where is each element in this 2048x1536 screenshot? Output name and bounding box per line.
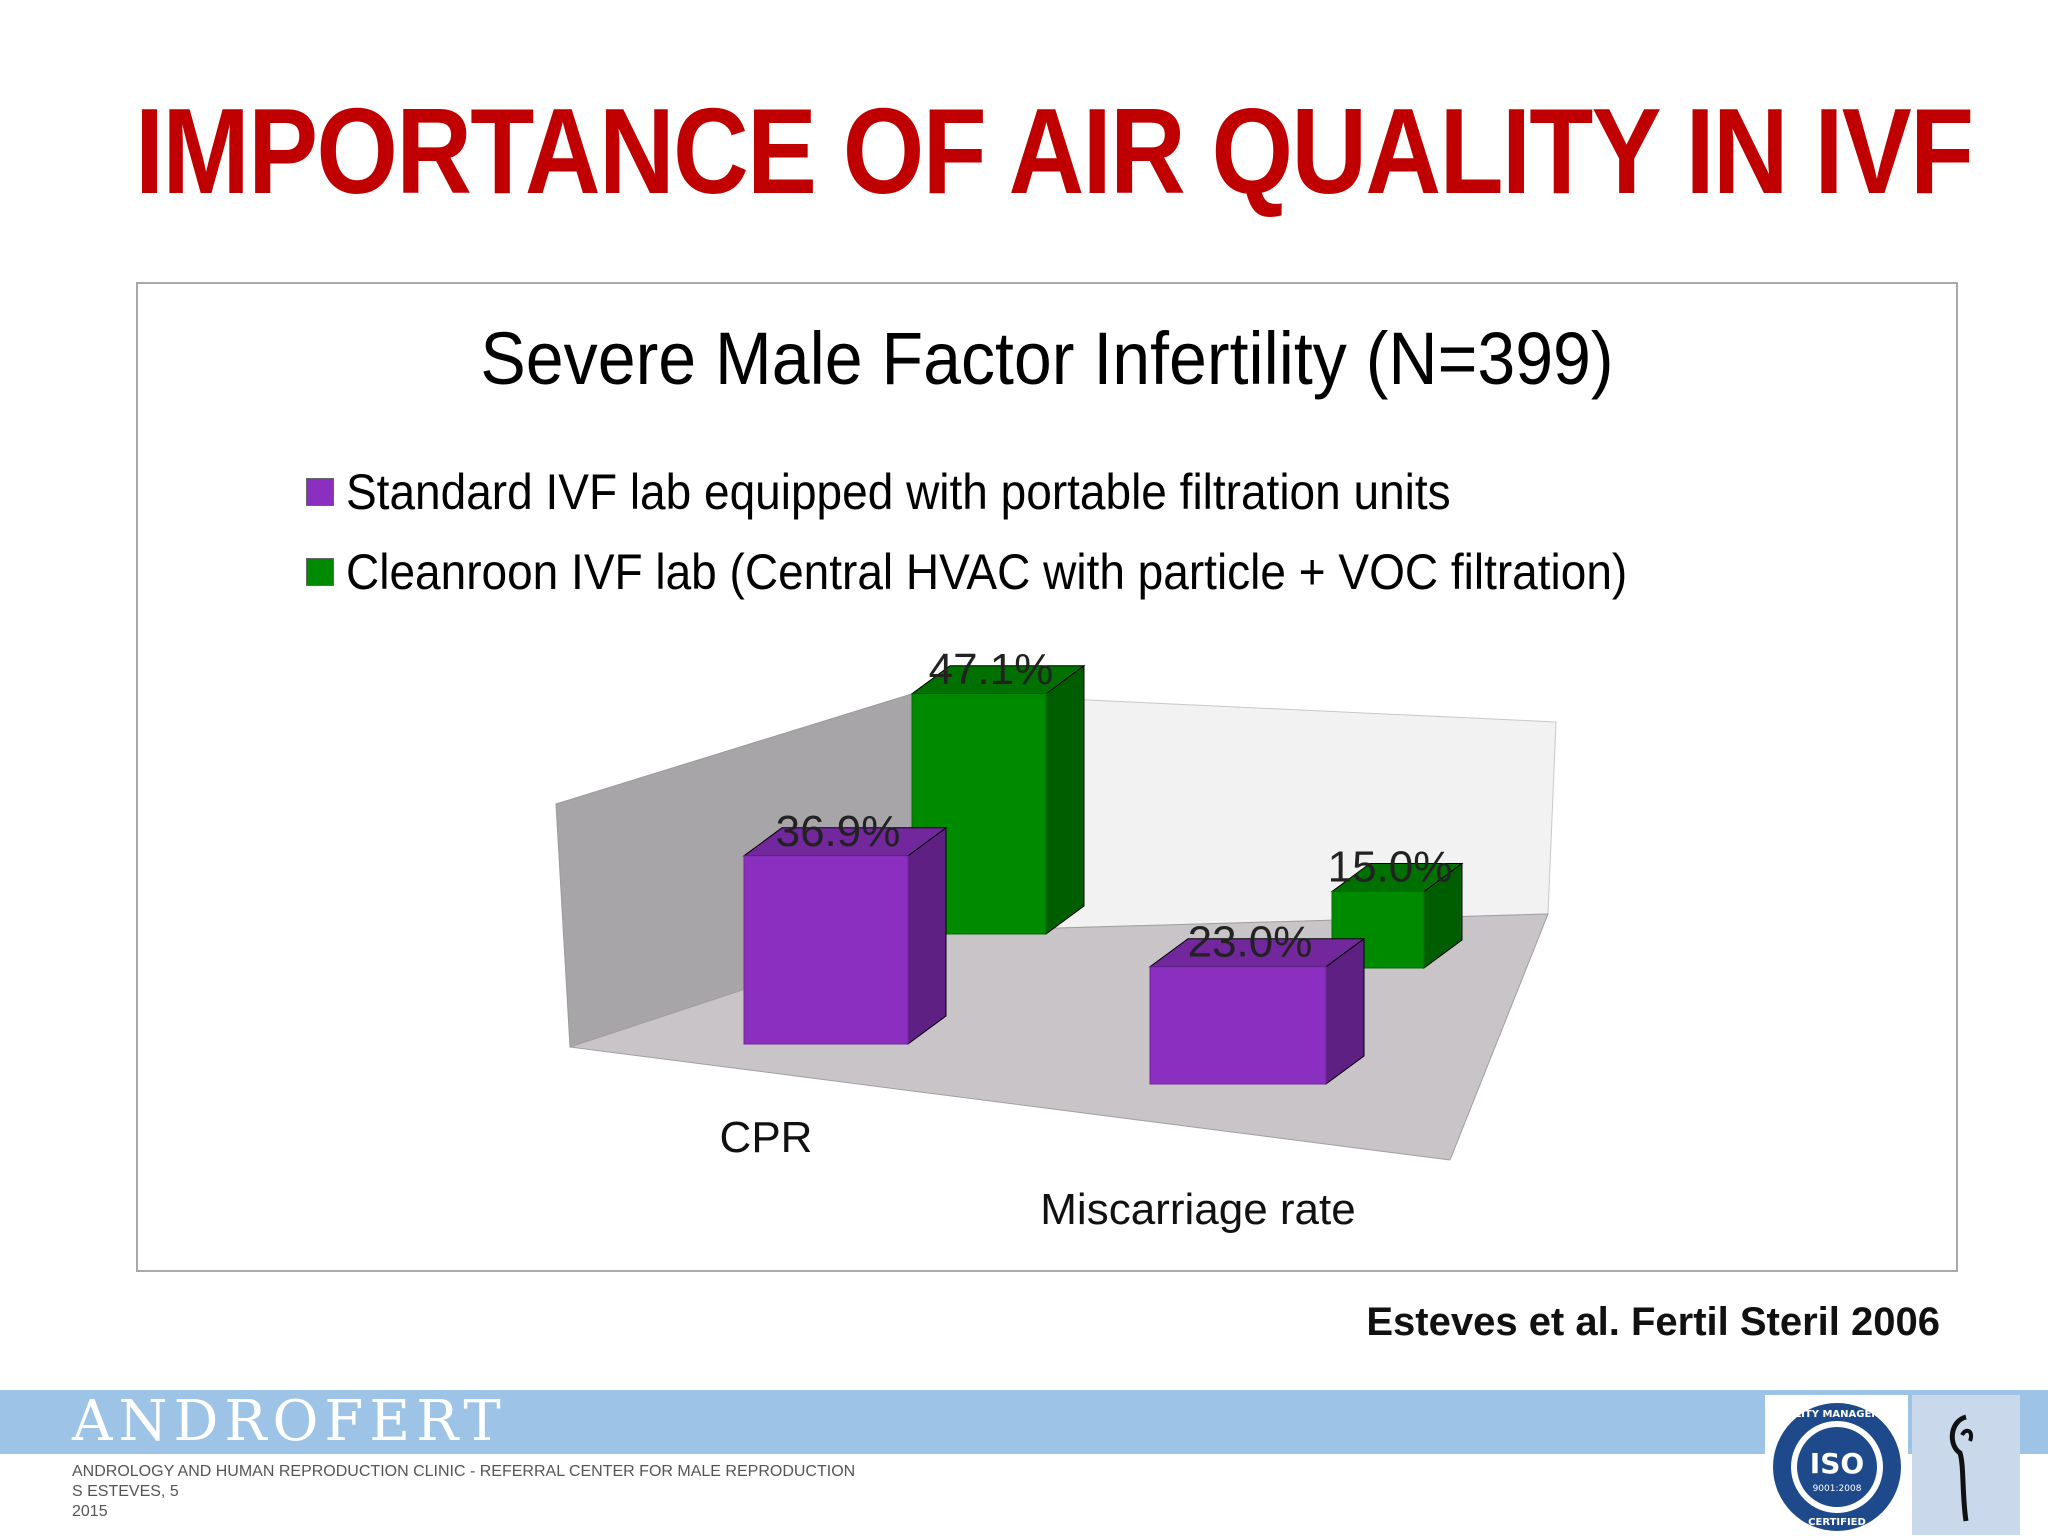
slide-title: IMPORTANCE OF AIR QUALITY IN IVF xyxy=(135,83,1974,219)
iso-certified-logo: ISO 9001:2008 QUALITY MANAGEMENT CERTIFI… xyxy=(1765,1395,1908,1535)
svg-text:9001:2008: 9001:2008 xyxy=(1813,1484,1862,1494)
footer-year-line: 2015 xyxy=(72,1503,108,1520)
legend-swatch-standard xyxy=(306,478,334,506)
brand-logo: ANDROFERT xyxy=(72,1389,507,1454)
category-label-cpr: CPR xyxy=(720,1113,813,1162)
chart-plot: 47.1% 15.0% 36.9% 23.0% CPR Miscarriage rate xyxy=(555,645,1557,1234)
category-label-miscarriage-rate: Miscarriage rate xyxy=(1040,1185,1355,1234)
data-label-miscarriage-rate-series-2: 15.0% xyxy=(1328,843,1453,892)
legend-label-standard: Standard IVF lab equipped with portable … xyxy=(346,464,1451,520)
svg-text:QUALITY MANAGEMENT: QUALITY MANAGEMENT xyxy=(1771,1409,1904,1420)
chart-legend: Standard IVF lab equipped with portable … xyxy=(306,452,1739,612)
footer-author-line: S ESTEVES, 5 xyxy=(72,1483,179,1500)
chart-frame: Severe Male Factor Infertility (N=399) S… xyxy=(136,282,1958,1272)
data-label-cpr-series-1: 36.9% xyxy=(776,807,901,856)
legend-item-cleanroom: Cleanroon IVF lab (Central HVAC with par… xyxy=(306,532,1739,612)
bar-miscarriage-rate-series-1 xyxy=(1148,937,1366,1085)
clinic-emblem-logo xyxy=(1912,1395,2020,1535)
bar-front-face xyxy=(743,855,909,1045)
bar-cpr-series-2 xyxy=(910,664,1086,935)
source-citation: Esteves et al. Fertil Steril 2006 xyxy=(1366,1300,1940,1344)
chart-title: Severe Male Factor Infertility (N=399) xyxy=(480,317,1614,400)
footer-clinic-line: ANDROLOGY AND HUMAN REPRODUCTION CLINIC … xyxy=(72,1463,856,1480)
bar-side-face xyxy=(1045,664,1085,935)
svg-text:ISO: ISO xyxy=(1810,1447,1864,1480)
legend-label-cleanroom: Cleanroon IVF lab (Central HVAC with par… xyxy=(346,544,1628,600)
data-label-cpr-series-2: 47.1% xyxy=(929,645,1054,694)
svg-text:CERTIFIED: CERTIFIED xyxy=(1808,1517,1866,1528)
bar-front-face xyxy=(1149,966,1327,1085)
data-label-miscarriage-rate-series-1: 23.0% xyxy=(1188,918,1313,967)
footer-band xyxy=(0,1390,2048,1454)
bar-side-face xyxy=(907,826,947,1045)
legend-swatch-cleanroom xyxy=(306,558,334,586)
bar-cpr-series-1 xyxy=(742,826,948,1045)
legend-item-standard: Standard IVF lab equipped with portable … xyxy=(306,452,1739,532)
